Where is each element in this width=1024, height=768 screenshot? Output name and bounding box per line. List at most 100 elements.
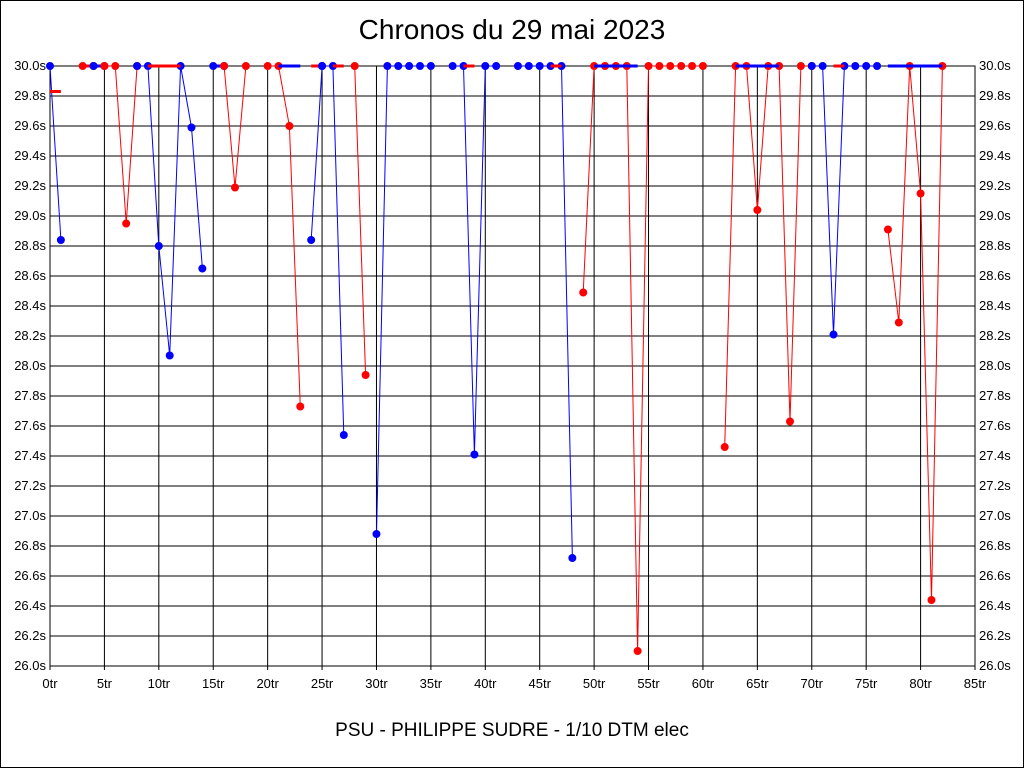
series-line-red	[354, 65, 367, 376]
y-tick-label-right: 26.2s	[979, 628, 1011, 643]
x-tick-label: 35tr	[420, 676, 443, 691]
data-point-red	[677, 62, 686, 70]
x-tick-label: 80tr	[909, 676, 932, 691]
y-tick-label-right: 28.8s	[979, 238, 1011, 253]
y-tick-label-left: 28.4s	[14, 298, 46, 313]
x-tick-label: 70tr	[801, 676, 824, 691]
series-line-red	[887, 65, 943, 601]
y-tick-label-left: 29.8s	[14, 88, 46, 103]
x-tick-label: 50tr	[583, 676, 606, 691]
y-tick-label-left: 27.0s	[14, 508, 46, 523]
data-point-red	[927, 596, 936, 604]
data-point-red	[78, 62, 87, 70]
data-point-blue	[318, 62, 327, 70]
x-tick-label: 5tr	[97, 676, 113, 691]
y-tick-label-left: 28.2s	[14, 328, 46, 343]
data-point-blue	[568, 554, 577, 562]
x-tick-label: 55tr	[637, 676, 660, 691]
y-tick-label-left: 29.4s	[14, 148, 46, 163]
y-tick-label-left: 27.4s	[14, 448, 46, 463]
y-tick-label-right: 26.4s	[979, 598, 1011, 613]
data-point-red	[263, 62, 272, 70]
series-line-red	[582, 65, 703, 652]
x-tick-label: 40tr	[474, 676, 497, 691]
data-point-red	[796, 62, 805, 70]
data-point-red	[698, 62, 707, 70]
x-tick-label: 65tr	[746, 676, 769, 691]
data-point-red	[296, 402, 305, 411]
x-tick-label: 30tr	[365, 676, 388, 691]
data-point-blue	[154, 242, 163, 250]
series-line-red	[104, 65, 138, 224]
data-point-blue	[198, 264, 207, 273]
data-point-blue	[513, 62, 522, 70]
series-line-blue	[49, 65, 62, 241]
series-line-blue	[517, 65, 573, 559]
data-point-blue	[426, 62, 435, 70]
y-tick-label-right: 26.6s	[979, 568, 1011, 583]
y-tick-label-right: 29.8s	[979, 88, 1011, 103]
series-line-red	[724, 65, 812, 448]
data-point-blue	[448, 62, 457, 70]
data-point-blue	[394, 62, 403, 70]
x-tick-label: 20tr	[256, 676, 279, 691]
data-point-blue	[46, 62, 54, 70]
y-tick-label-left: 29.2s	[14, 178, 46, 193]
data-point-red	[122, 219, 131, 228]
series-line-blue	[376, 65, 431, 535]
data-point-red	[241, 62, 250, 70]
y-tick-label-left: 26.8s	[14, 538, 46, 553]
data-point-red	[231, 183, 239, 192]
y-tick-label-left: 27.6s	[14, 418, 46, 433]
y-tick-label-right: 28.0s	[979, 358, 1011, 373]
data-point-blue	[492, 62, 501, 70]
data-point-blue	[862, 62, 871, 70]
x-tick-label: 45tr	[529, 676, 552, 691]
series-line-blue	[137, 65, 203, 356]
data-point-red	[894, 318, 903, 327]
series-line-blue	[322, 65, 345, 436]
y-tick-label-right: 28.4s	[979, 298, 1011, 313]
data-point-blue	[307, 236, 316, 244]
data-point-blue	[470, 450, 479, 459]
y-tick-label-right: 27.2s	[979, 478, 1011, 493]
y-tick-label-left: 28.0s	[14, 358, 46, 373]
data-point-red	[655, 62, 664, 70]
y-tick-label-left: 30.0s	[14, 58, 46, 73]
x-tick-label: 15tr	[202, 676, 225, 691]
data-point-blue	[829, 330, 838, 339]
series-line-blue	[811, 65, 878, 335]
y-tick-label-left: 28.8s	[14, 238, 46, 253]
series-line-red	[267, 65, 301, 407]
data-point-blue	[524, 62, 533, 70]
y-tick-label-right: 27.4s	[979, 448, 1011, 463]
data-point-blue	[133, 62, 142, 70]
data-point-red	[220, 62, 229, 70]
series-line-blue	[310, 65, 323, 241]
data-point-red	[579, 288, 588, 297]
data-point-red	[361, 371, 370, 379]
y-tick-label-right: 29.6s	[979, 118, 1011, 133]
y-tick-label-left: 26.6s	[14, 568, 46, 583]
x-tick-label: 0tr	[42, 676, 58, 691]
data-point-blue	[481, 62, 490, 70]
data-point-blue	[383, 62, 392, 70]
data-point-red	[666, 62, 675, 70]
y-tick-label-right: 26.8s	[979, 538, 1011, 553]
y-tick-label-right: 29.2s	[979, 178, 1011, 193]
y-tick-label-left: 26.2s	[14, 628, 46, 643]
x-tick-label: 75tr	[855, 676, 878, 691]
data-point-red	[644, 62, 653, 70]
data-point-red	[786, 417, 794, 426]
y-tick-label-right: 29.4s	[979, 148, 1011, 163]
data-point-red	[720, 443, 729, 451]
data-point-blue	[209, 62, 218, 70]
y-tick-label-left: 27.2s	[14, 478, 46, 493]
y-tick-label-right: 27.8s	[979, 388, 1011, 403]
chart-title: Chronos du 29 mai 2023	[358, 14, 666, 45]
data-point-blue	[807, 62, 816, 70]
data-point-red	[753, 206, 762, 214]
data-point-blue	[89, 62, 98, 70]
